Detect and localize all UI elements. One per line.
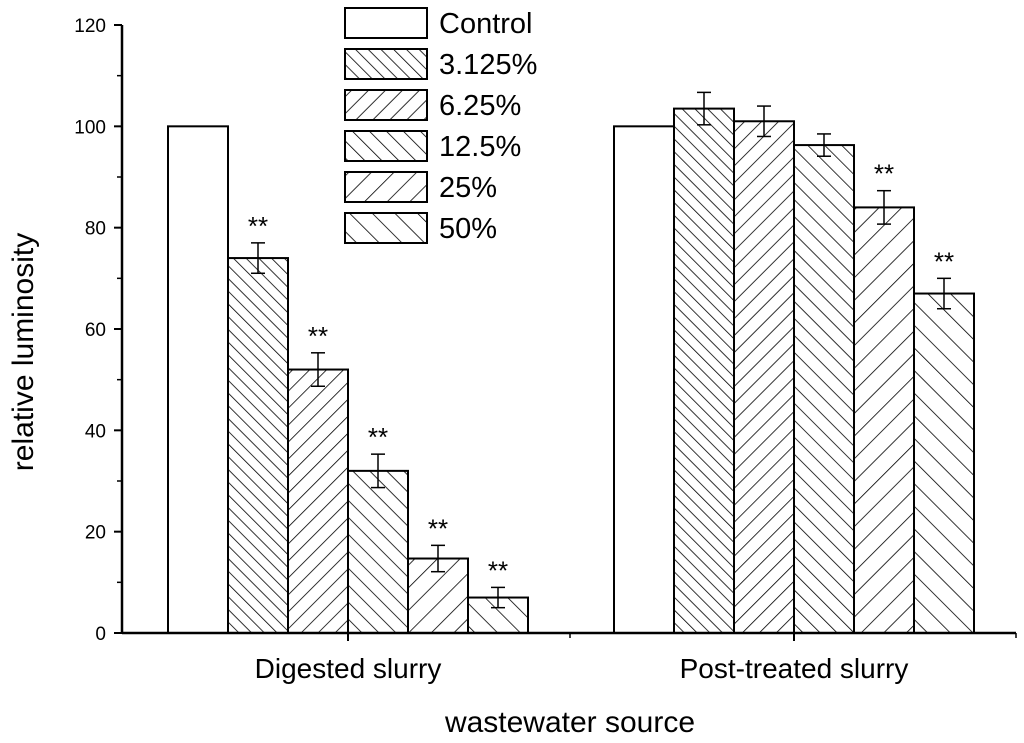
- bar-1-5: [913, 292, 975, 634]
- legend-label-3: 12.5%: [439, 131, 521, 163]
- legend-swatch-5: [344, 212, 428, 244]
- legend-item-4: 25%: [344, 171, 497, 204]
- significance-mark-0-4: **: [428, 513, 448, 543]
- error-bar-1-3: [817, 133, 831, 157]
- legend-label-4: 25%: [439, 172, 497, 204]
- y-tick-label-5: 100: [74, 117, 106, 138]
- y-axis-title: relative luminosity: [7, 233, 40, 471]
- significance-mark-0-1: **: [248, 211, 268, 241]
- y-tick-label-1: 20: [85, 523, 106, 544]
- significance-mark-1-5: **: [934, 246, 954, 276]
- x-axis-title: wastewater source: [444, 706, 695, 739]
- bar-0-1: [227, 257, 289, 634]
- bar-0-2: [287, 368, 349, 634]
- y-tick-label-0: 0: [95, 624, 106, 645]
- error-bar-1-2: [757, 105, 771, 138]
- legend-label-5: 50%: [439, 213, 497, 245]
- legend-label-1: 3.125%: [439, 49, 537, 81]
- legend-swatch-3: [344, 130, 428, 162]
- legend-label-0: Control: [439, 8, 533, 40]
- legend: Control 3.125% 6.25% 12.5% 25% 50%: [344, 7, 537, 245]
- legend-swatch-0: [344, 7, 428, 39]
- legend-item-2: 6.25%: [344, 89, 521, 122]
- x-tick-label-0: Digested slurry: [255, 653, 442, 684]
- error-bar-0-3: [371, 453, 385, 489]
- bar-0-3: [347, 469, 409, 634]
- legend-swatch-1: [344, 48, 428, 80]
- significance-layer: ** ** ** ** ** ** **: [248, 159, 954, 586]
- significance-mark-0-3: **: [368, 422, 388, 452]
- y-tick-label-2: 40: [85, 421, 106, 442]
- error-bar-1-5: [937, 277, 951, 310]
- legend-item-5: 50%: [344, 212, 497, 245]
- bar-0-0: [167, 125, 229, 634]
- legend-label-2: 6.25%: [439, 90, 521, 122]
- y-tick-label-6: 120: [74, 16, 106, 37]
- y-tick-label-3: 60: [85, 320, 106, 341]
- error-bar-0-5: [491, 586, 505, 609]
- y-tick-label-4: 80: [85, 219, 106, 240]
- bar-1-3: [793, 144, 855, 635]
- error-bar-1-1: [697, 91, 711, 126]
- bar-1-2: [733, 120, 795, 635]
- legend-swatch-4: [344, 171, 428, 203]
- significance-mark-0-2: **: [308, 321, 328, 351]
- bar-1-1: [673, 107, 735, 635]
- bars-layer: [167, 107, 975, 635]
- axes-layer: 0 20 40 60 80 100 120 Digested slurry Post-treat…: [74, 16, 1017, 684]
- legend-item-3: 12.5%: [344, 130, 521, 163]
- error-bar-1-4: [877, 189, 891, 225]
- error-bar-0-4: [431, 544, 445, 573]
- error-bars-layer: [251, 91, 951, 609]
- error-bar-0-1: [251, 242, 265, 275]
- x-tick-label-1: Post-treated slurry: [680, 653, 909, 684]
- significance-mark-0-5: **: [488, 555, 508, 585]
- error-bar-0-2: [311, 352, 325, 388]
- legend-swatch-2: [344, 89, 428, 121]
- bar-1-4: [853, 206, 915, 634]
- legend-item-1: 3.125%: [344, 48, 537, 81]
- legend-item-0: Control: [344, 7, 533, 40]
- significance-mark-1-4: **: [874, 159, 894, 189]
- bar-1-0: [613, 125, 675, 634]
